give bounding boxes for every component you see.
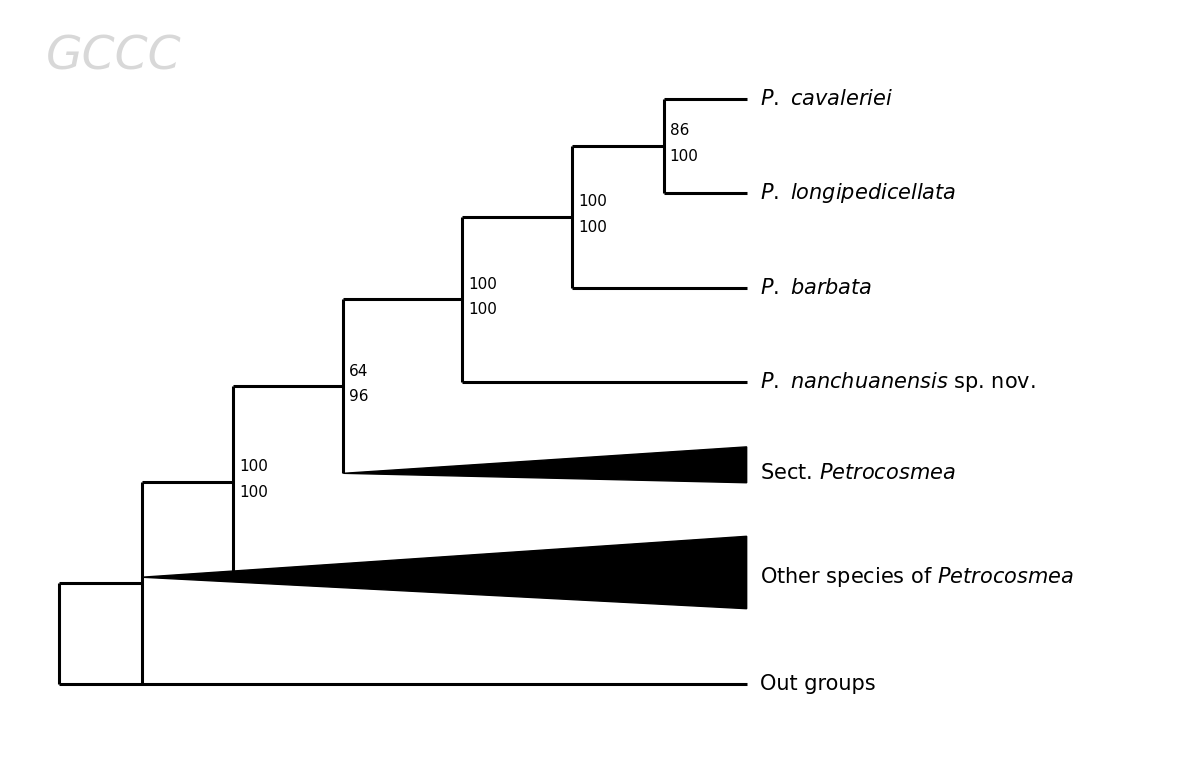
Text: 100: 100 bbox=[578, 194, 607, 209]
Text: 100: 100 bbox=[239, 459, 268, 474]
Text: 100: 100 bbox=[468, 277, 497, 292]
Text: $\it{P.\ longipedicellata}$: $\it{P.\ longipedicellata}$ bbox=[761, 181, 956, 205]
Text: 64: 64 bbox=[349, 364, 368, 379]
Text: 100: 100 bbox=[670, 149, 698, 164]
Text: 96: 96 bbox=[349, 390, 368, 404]
Text: Other species of $\it{Petrocosmea}$: Other species of $\it{Petrocosmea}$ bbox=[761, 565, 1074, 589]
Text: $\it{P.\ cavaleriei}$: $\it{P.\ cavaleriei}$ bbox=[761, 89, 894, 108]
Text: 100: 100 bbox=[578, 220, 607, 235]
Text: 100: 100 bbox=[468, 303, 497, 318]
Text: 100: 100 bbox=[239, 485, 268, 500]
Text: Out groups: Out groups bbox=[761, 675, 876, 694]
Text: $\it{P.\ barbata}$: $\it{P.\ barbata}$ bbox=[761, 277, 872, 297]
Polygon shape bbox=[142, 536, 746, 609]
Polygon shape bbox=[343, 447, 746, 483]
Text: GCCC: GCCC bbox=[46, 34, 181, 79]
Text: 86: 86 bbox=[670, 123, 689, 138]
Text: Sect. $\it{Petrocosmea}$: Sect. $\it{Petrocosmea}$ bbox=[761, 463, 956, 484]
Text: $\it{P.\ nanchuanensis}$ sp. nov.: $\it{P.\ nanchuanensis}$ sp. nov. bbox=[761, 370, 1036, 394]
